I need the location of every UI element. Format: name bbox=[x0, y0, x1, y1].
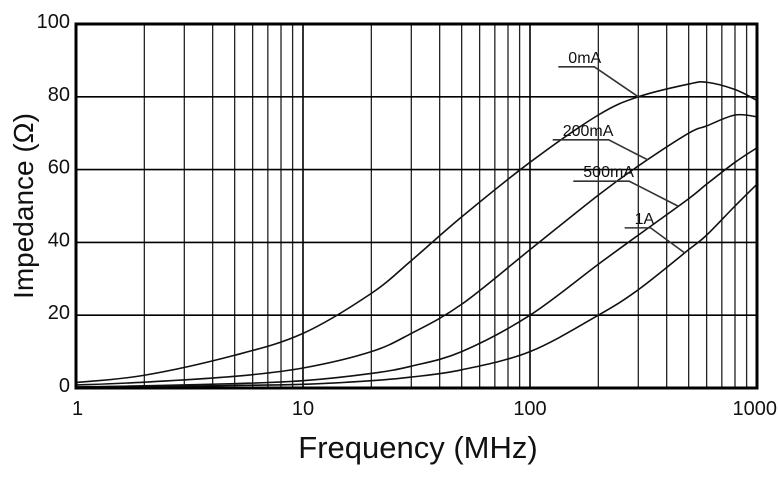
label-leader-line bbox=[558, 66, 639, 98]
series-line-0mA bbox=[75, 80, 758, 384]
x-tick-label: 1 bbox=[72, 398, 83, 420]
y-tick-label: 20 bbox=[48, 302, 70, 324]
y-axis-label: Impedance (Ω) bbox=[8, 113, 39, 299]
x-tick-label: 1000 bbox=[733, 398, 778, 420]
y-tick-label: 0 bbox=[59, 375, 70, 397]
series-line-1A bbox=[75, 183, 758, 389]
y-tick-label: 100 bbox=[37, 11, 70, 33]
series-label: 0mA bbox=[568, 50, 601, 67]
series-label: 200mA bbox=[563, 123, 614, 140]
grid bbox=[76, 23, 757, 389]
series-labels: 0mA 200mA 500mA 1A bbox=[552, 50, 686, 254]
x-tick-label: 100 bbox=[513, 398, 546, 420]
y-tick-label: 40 bbox=[48, 229, 70, 251]
curves bbox=[75, 80, 758, 389]
y-tick-label: 60 bbox=[48, 157, 70, 179]
y-tick-label: 80 bbox=[48, 84, 70, 106]
label-leader-line bbox=[573, 180, 679, 207]
label-leader-line bbox=[624, 227, 686, 254]
tick-labels: 0 20 40 60 80 100 1 10 100 1000 bbox=[37, 11, 777, 420]
series-line-500mA bbox=[75, 147, 758, 388]
series-label: 1A bbox=[635, 211, 655, 228]
label-leader-line bbox=[552, 139, 649, 161]
x-tick-label: 10 bbox=[292, 398, 314, 420]
series-line-200mA bbox=[75, 113, 758, 386]
series-label: 500mA bbox=[583, 164, 634, 181]
plot-frame bbox=[74, 22, 759, 390]
x-axis-label: Frequency (MHz) bbox=[298, 430, 537, 465]
